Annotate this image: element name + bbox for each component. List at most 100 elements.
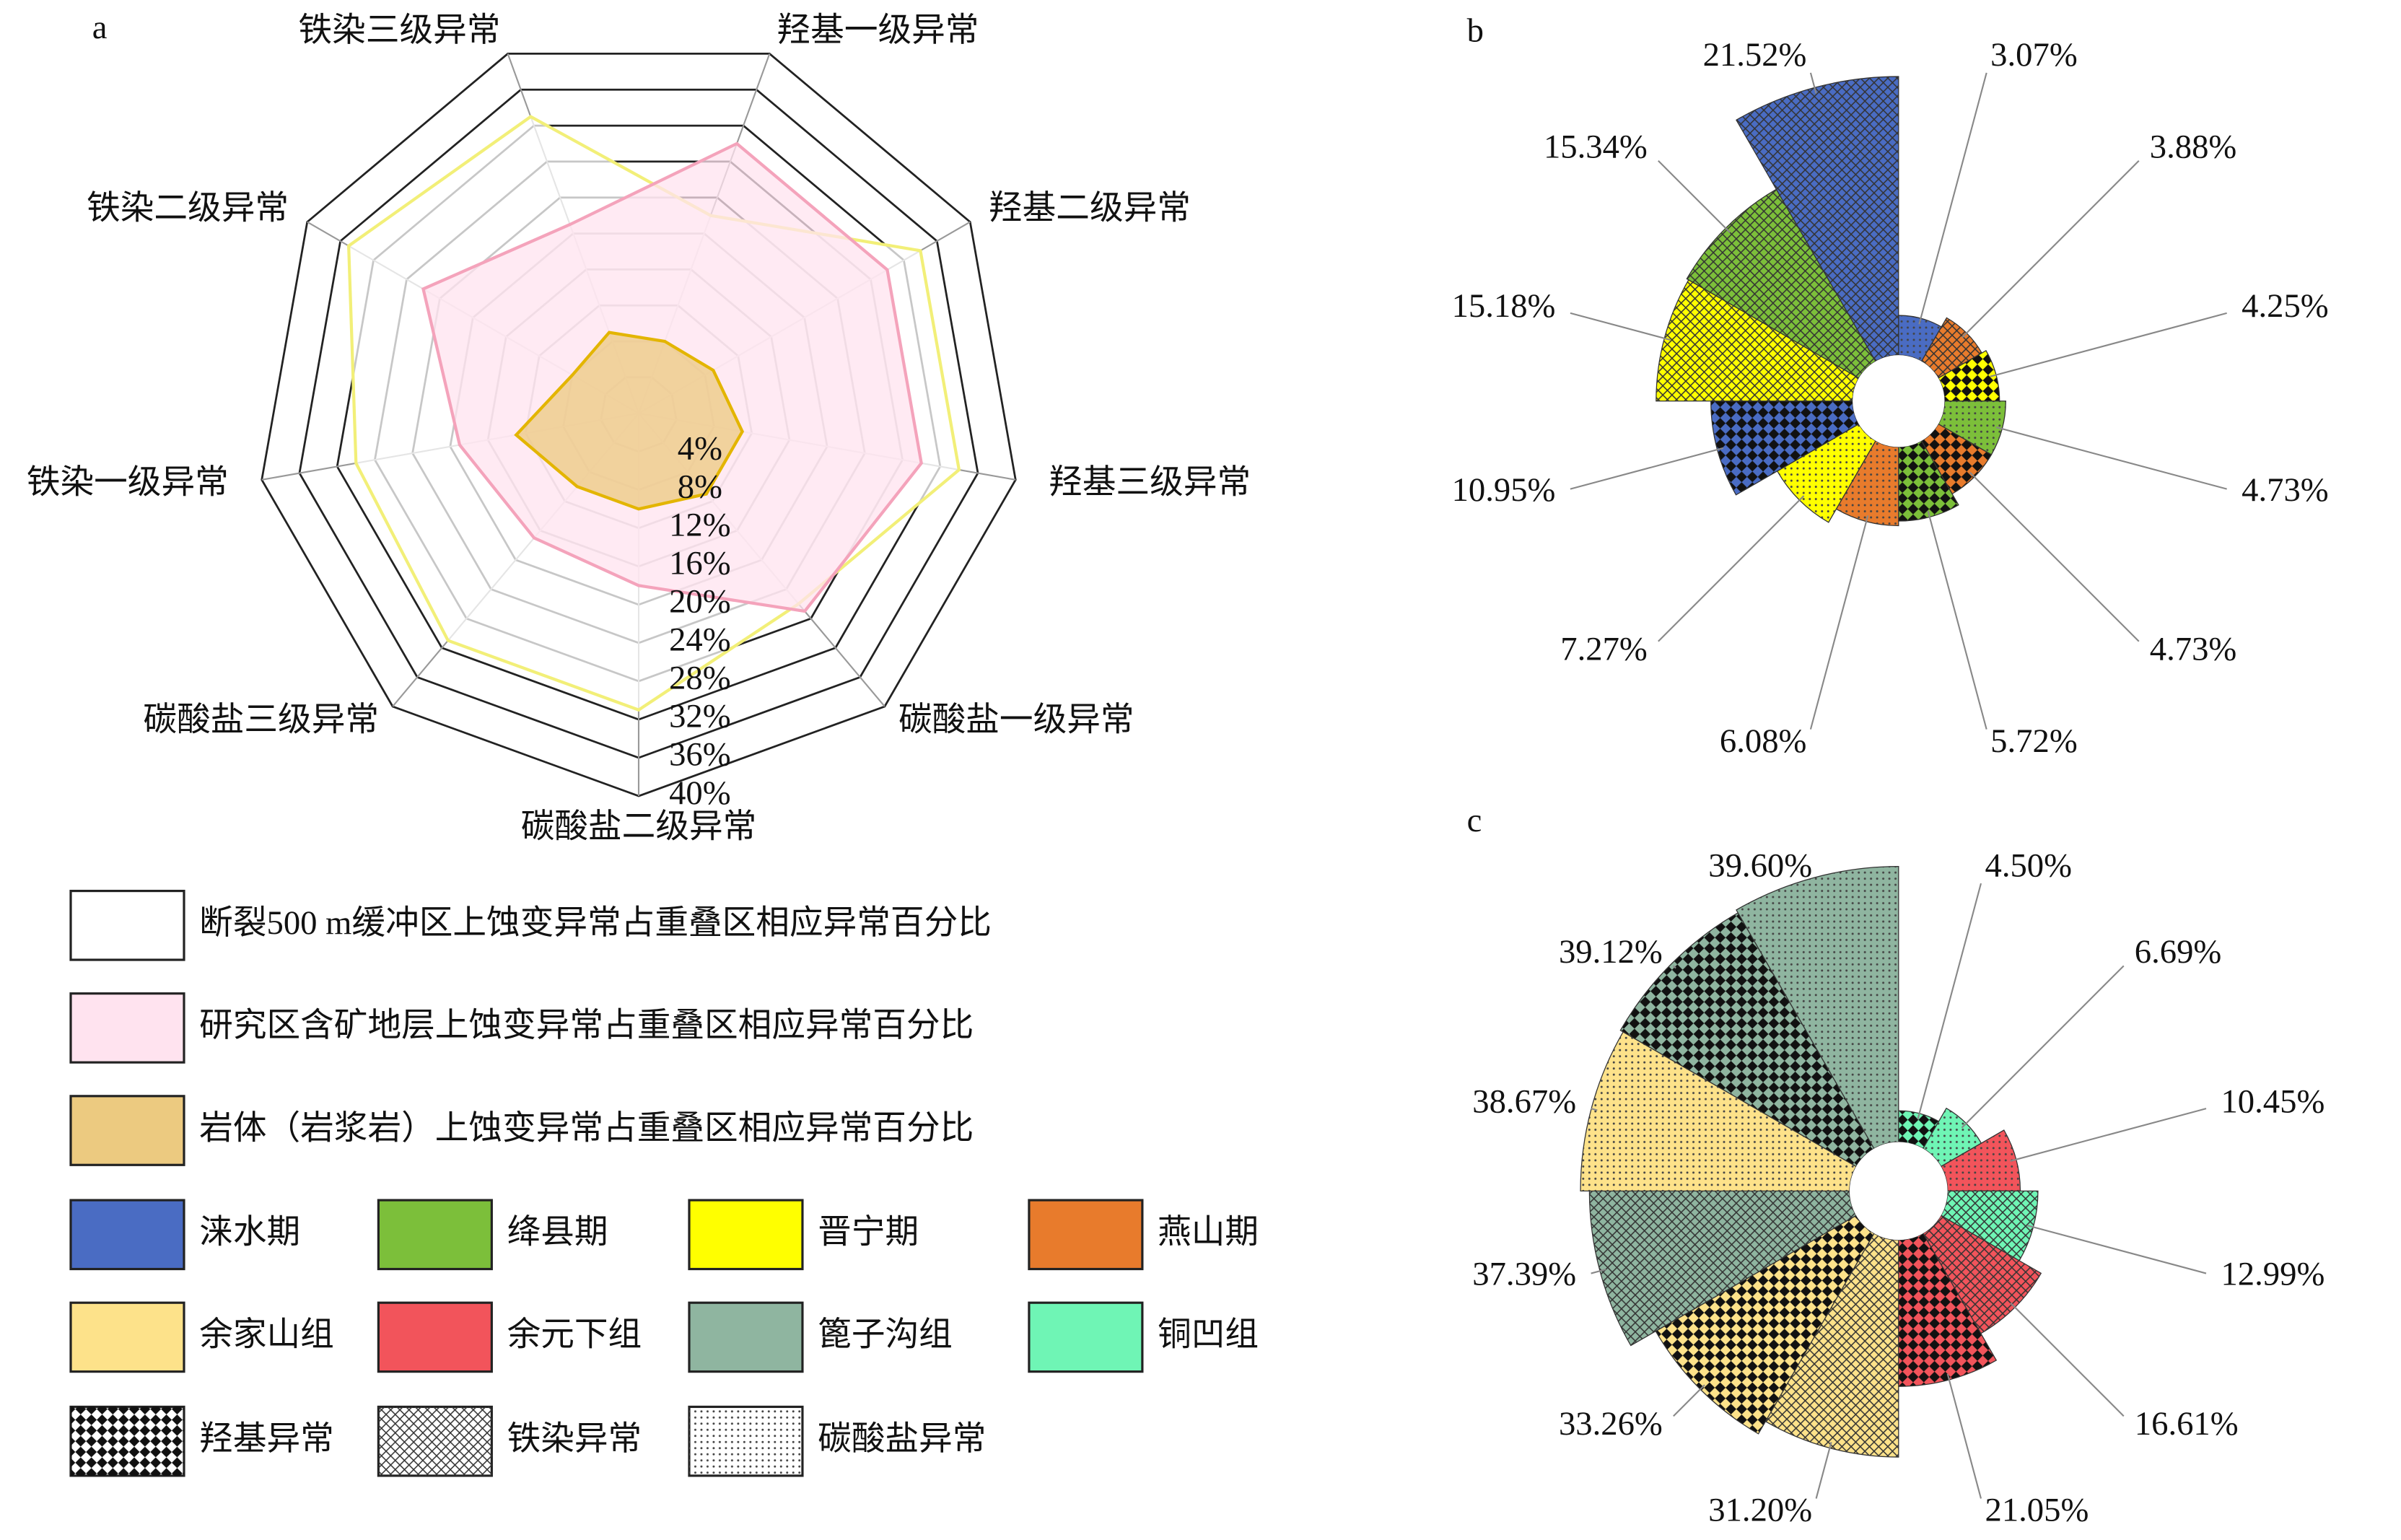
leader-line <box>2026 1225 2207 1274</box>
leader-line <box>1962 160 2140 338</box>
value-label: 33.26% <box>1559 1405 1663 1443</box>
value-label: 37.39% <box>1472 1256 1576 1293</box>
legend-pattern <box>688 1406 802 1476</box>
legend-swatch <box>688 1301 804 1373</box>
leader-line <box>1570 447 1724 490</box>
legend-swatch <box>377 1199 493 1271</box>
leader-line <box>1815 1442 1832 1499</box>
value-label: 21.52% <box>1703 36 1807 74</box>
legend-swatch <box>69 1199 185 1271</box>
leader-line <box>1809 72 1817 94</box>
axis-label: 碳酸盐一级异常 <box>898 701 1134 738</box>
legend-swatch <box>1028 1301 1144 1373</box>
value-label: 4.73% <box>2242 471 2329 509</box>
value-label: 3.88% <box>2150 128 2237 165</box>
tick-label: 28% <box>669 660 731 697</box>
tick-label: 24% <box>669 621 731 659</box>
leader-line <box>1658 495 1805 642</box>
tick-label: 36% <box>669 736 731 774</box>
value-label: 3.07% <box>1990 36 2078 74</box>
rose-hole <box>1853 355 1945 447</box>
leader-line <box>1591 1269 1606 1274</box>
legend-label: 晋宁期 <box>818 1214 919 1251</box>
value-label: 15.34% <box>1544 128 1648 165</box>
leader-line <box>1990 312 2227 377</box>
tick-label: 8% <box>678 468 722 506</box>
legend-label: 燕山期 <box>1158 1214 1259 1251</box>
legend-pattern <box>71 1406 184 1476</box>
value-label: 4.50% <box>1985 846 2072 884</box>
axis-label: 铁染三级异常 <box>299 12 501 49</box>
leader-line <box>1673 965 1676 969</box>
legend-label: 铁染异常 <box>507 1420 642 1458</box>
axis-label: 碳酸盐三级异常 <box>143 701 379 738</box>
tick-label: 4% <box>678 429 722 467</box>
tick-label: 12% <box>669 507 731 544</box>
legend-swatch <box>69 1095 185 1166</box>
value-label: 12.99% <box>2221 1256 2325 1293</box>
leader-line <box>1946 1373 1982 1499</box>
value-label: 7.27% <box>1560 630 1648 668</box>
value-label: 16.61% <box>2135 1405 2239 1443</box>
legend-swatch <box>1028 1199 1144 1271</box>
legend-label: 碳酸盐异常 <box>818 1420 986 1458</box>
legend-label: 余元下组 <box>507 1316 642 1354</box>
value-label: 39.60% <box>1708 846 1812 884</box>
value-label: 6.69% <box>2135 933 2222 971</box>
value-label: 4.25% <box>2242 287 2329 325</box>
legend-label: 羟基异常 <box>199 1420 334 1458</box>
leader-line <box>1918 72 1987 325</box>
leader-line <box>1809 515 1869 730</box>
leader-line <box>2010 1108 2207 1162</box>
panel-label: a <box>92 9 108 46</box>
legend-swatch <box>69 992 185 1064</box>
value-label: 21.05% <box>1985 1492 2089 1529</box>
panel-label: b <box>1467 12 1484 49</box>
legend-label: 研究区含矿地层上蚀变异常占重叠区相应异常百分比 <box>199 1007 974 1044</box>
axis-label: 铁染一级异常 <box>27 464 229 502</box>
tick-label: 32% <box>669 698 731 735</box>
value-label: 31.20% <box>1708 1492 1812 1529</box>
leader-line <box>1658 160 1731 233</box>
leader-line <box>1917 883 1982 1120</box>
leader-line <box>1570 312 1671 341</box>
grid-ring <box>261 53 1017 797</box>
value-label: 38.67% <box>1472 1082 1576 1120</box>
legend-swatch <box>69 889 185 961</box>
leader-line <box>1673 1384 1705 1417</box>
legend-label: 篦子沟组 <box>818 1316 953 1354</box>
legend-label: 涞水期 <box>199 1214 300 1251</box>
legend-label: 余家山组 <box>199 1316 334 1354</box>
value-label: 6.08% <box>1720 722 1807 760</box>
legend-label: 绛县期 <box>507 1214 608 1251</box>
leader-line <box>2010 1302 2125 1417</box>
legend-swatch <box>688 1199 804 1271</box>
value-label: 5.72% <box>1990 722 2078 760</box>
legend-label: 岩体（岩浆岩）上蚀变异常占重叠区相应异常百分比 <box>199 1109 974 1147</box>
value-label: 10.95% <box>1452 471 1556 509</box>
tick-label: 40% <box>669 774 731 812</box>
leader-line <box>1961 965 2125 1129</box>
value-label: 4.73% <box>2150 630 2237 668</box>
leader-line <box>1591 1108 1598 1111</box>
axis-label: 铁染二级异常 <box>87 189 289 227</box>
rose-hole <box>1849 1142 1948 1241</box>
axis-label: 碳酸盐二级异常 <box>521 808 757 845</box>
value-label: 10.45% <box>2221 1082 2325 1120</box>
panel-label: c <box>1467 802 1482 839</box>
tick-label: 16% <box>669 545 731 582</box>
legend-label: 铜凹组 <box>1158 1316 1259 1354</box>
radar-area <box>514 331 745 511</box>
value-label: 39.12% <box>1559 933 1663 971</box>
legend-pattern <box>378 1406 492 1476</box>
axis-label: 羟基三级异常 <box>1049 464 1251 502</box>
leader-line <box>1995 426 2227 490</box>
tick-label: 20% <box>669 583 731 621</box>
value-label: 15.18% <box>1452 287 1556 325</box>
grid-ring <box>298 88 979 759</box>
leader-line <box>1969 472 2140 642</box>
legend-label: 断裂500 m缓冲区上蚀变异常占重叠区相应异常百分比 <box>199 904 992 942</box>
legend-swatch <box>377 1301 493 1373</box>
